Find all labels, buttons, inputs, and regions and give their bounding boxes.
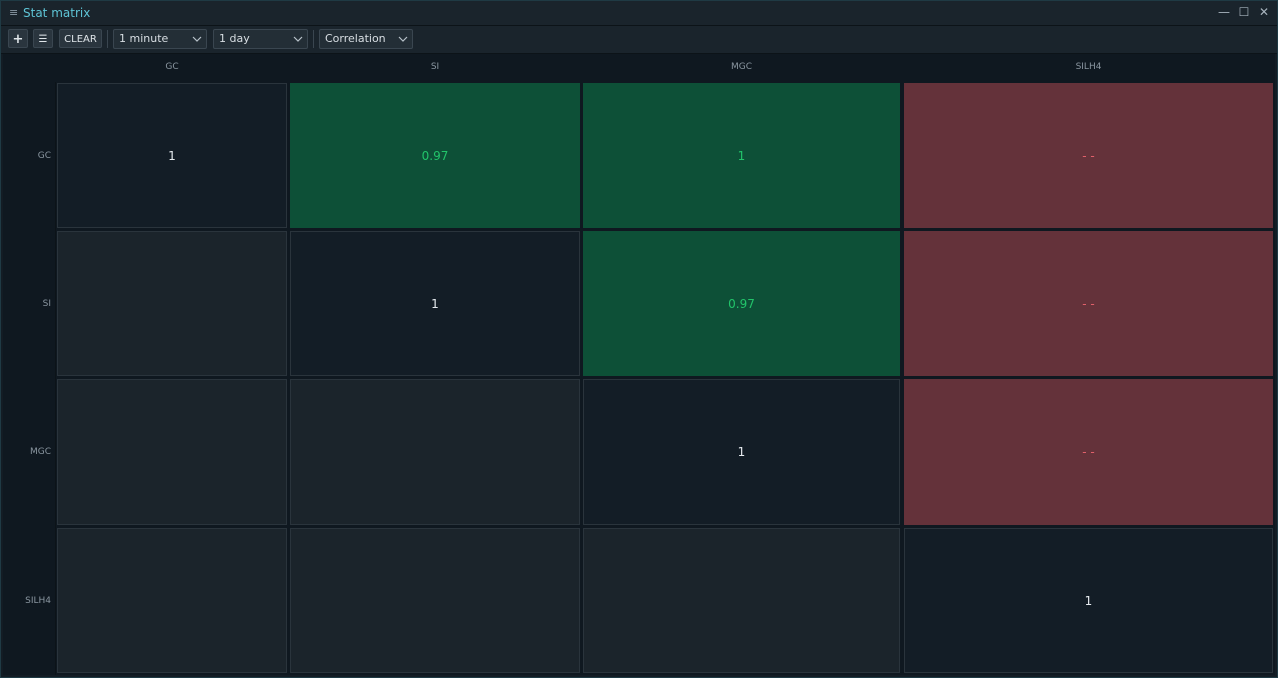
interval-select[interactable]: 1 minute [113, 29, 207, 49]
column-header-si[interactable]: SI [430, 62, 440, 72]
title-bar[interactable]: ≡ Stat matrix — ☐ ✕ [1, 1, 1277, 26]
toolbar-separator [107, 30, 108, 48]
interval-value: 1 minute [119, 32, 169, 45]
matrix-cell[interactable]: 1 [583, 83, 900, 228]
add-button[interactable]: + [8, 29, 28, 48]
row-header-si[interactable]: SI [42, 298, 51, 309]
matrix-cell[interactable]: - - [904, 83, 1273, 228]
list-button[interactable]: ☰ [33, 29, 53, 48]
matrix-cell[interactable]: - - [904, 231, 1273, 376]
row-header-gc[interactable]: GC [37, 150, 51, 161]
matrix-cell[interactable] [57, 231, 287, 376]
matrix-cell[interactable]: 0.97 [583, 231, 900, 376]
list-icon: ☰ [38, 34, 48, 45]
clear-button[interactable]: CLEAR [59, 29, 102, 48]
row-header-divider [55, 82, 56, 675]
matrix-cell[interactable]: 0.97 [290, 83, 580, 228]
period-value: 1 day [219, 32, 250, 45]
matrix-cell[interactable]: - - [904, 379, 1273, 525]
close-icon[interactable]: ✕ [1258, 5, 1270, 19]
matrix-cell[interactable]: 1 [290, 231, 580, 376]
metric-select[interactable]: Correlation [319, 29, 413, 49]
maximize-icon[interactable]: ☐ [1238, 5, 1250, 19]
column-header-mgc[interactable]: MGC [730, 62, 753, 72]
matrix-cell[interactable]: 1 [57, 83, 287, 228]
column-header-silh4[interactable]: SILH4 [1075, 62, 1102, 72]
matrix-cell[interactable] [583, 528, 900, 673]
row-header-mgc[interactable]: MGC [29, 447, 51, 457]
stat-matrix-grid: GC GC SI SI MGC MGC SILH4 SILH4 1 0.97 1- -1 0.97- … [3, 54, 1275, 675]
matrix-cell[interactable] [57, 528, 287, 673]
window-controls: — ☐ ✕ [1217, 4, 1271, 20]
minimize-icon[interactable]: — [1218, 5, 1230, 19]
matrix-cell[interactable] [57, 379, 287, 525]
row-header-silh4[interactable]: SILH4 [25, 595, 51, 606]
chevron-down-icon [192, 36, 202, 42]
matrix-cell[interactable] [290, 528, 580, 673]
toolbar-separator [313, 30, 314, 48]
metric-value: Correlation [325, 32, 386, 45]
matrix-cell[interactable]: 1 [583, 379, 900, 525]
toolbar: + ☰ CLEAR 1 minute 1 day Correlation [1, 26, 1277, 54]
matrix-cell[interactable]: 1 [904, 528, 1273, 673]
hamburger-menu-icon[interactable]: ≡ [9, 6, 19, 19]
matrix-cell[interactable] [290, 379, 580, 525]
chevron-down-icon [293, 36, 303, 42]
chevron-down-icon [398, 36, 408, 42]
period-select[interactable]: 1 day [213, 29, 308, 49]
window-title: Stat matrix [23, 6, 91, 20]
column-header-gc[interactable]: GC [165, 62, 179, 72]
